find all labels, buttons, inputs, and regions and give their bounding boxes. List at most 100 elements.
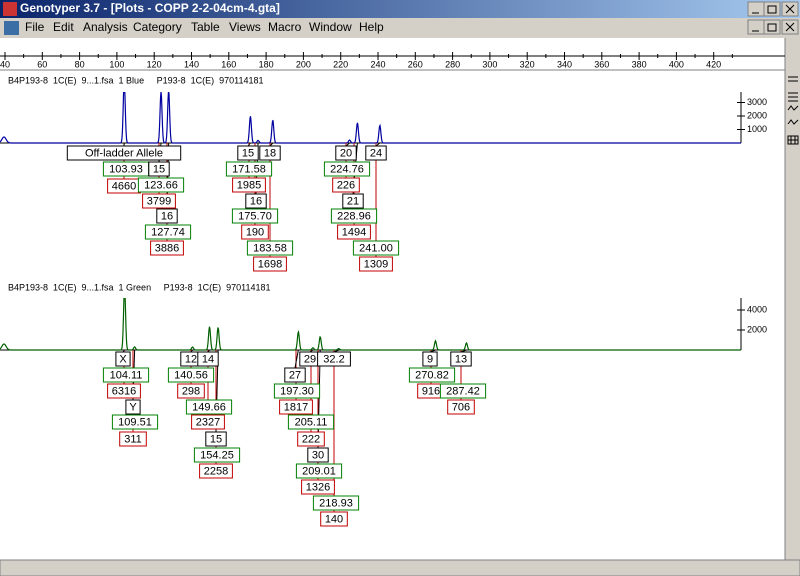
menu-item[interactable]: Macro	[268, 20, 302, 34]
allele-size: 104.11	[110, 369, 143, 381]
allele-label-box	[422, 351, 438, 367]
allele-size: 205.11	[295, 416, 328, 428]
allele-height: 1985	[237, 179, 261, 191]
allele-label: 14	[202, 353, 214, 365]
title-bar	[0, 0, 800, 18]
scrollbar[interactable]	[0, 559, 800, 576]
side-icons[interactable]	[787, 76, 799, 145]
allele-connector	[294, 349, 299, 369]
allele-label: 16	[161, 210, 173, 222]
allele-label-box	[156, 208, 178, 224]
allele-label-box	[237, 145, 259, 161]
allele-label: 27	[289, 369, 301, 381]
ruler-label: 240	[370, 59, 385, 69]
menu-item[interactable]: File	[25, 20, 45, 34]
allele-height-box	[119, 431, 147, 447]
menu-item[interactable]: Window	[309, 20, 352, 34]
window-title: Genotyper 3.7 - [Plots - COPP 2-2-04cm-4…	[20, 1, 280, 15]
allele-height-box	[232, 177, 266, 193]
allele-size: 123.66	[144, 179, 178, 191]
allele-size-box	[352, 240, 400, 256]
allele-height: 1326	[306, 481, 330, 493]
menu-item[interactable]: Table	[191, 20, 220, 34]
allele-label: 16	[250, 195, 262, 207]
ruler-label: 300	[482, 59, 497, 69]
allele-size-box	[323, 161, 371, 177]
allele-size-box	[185, 399, 233, 415]
menu-item[interactable]: Edit	[53, 20, 74, 34]
allele-size-box	[167, 367, 215, 383]
allele-label: 12	[185, 353, 197, 365]
menu-buttons[interactable]	[747, 19, 799, 35]
ruler-label: 340	[557, 59, 572, 69]
allele-label: 20	[340, 147, 352, 159]
allele-height-box	[253, 256, 287, 272]
allele-label: X	[119, 353, 127, 365]
ruler-label: 100	[109, 59, 124, 69]
allele-size-box	[295, 463, 343, 479]
allele-size-box	[408, 367, 456, 383]
ruler-label: 140	[184, 59, 199, 69]
allele-label-box	[335, 145, 357, 161]
ruler-label: 220	[333, 59, 348, 69]
allele-height: 222	[302, 433, 320, 445]
allele-size: 270.82	[415, 369, 449, 381]
allele-height: 1817	[284, 401, 308, 413]
allele-height-box	[320, 511, 348, 527]
allele-label: 30	[312, 449, 324, 461]
ruler-label: 180	[259, 59, 274, 69]
allele-height: 4660	[112, 180, 136, 192]
title-buttons[interactable]	[747, 1, 799, 17]
menu-item[interactable]: Views	[229, 20, 261, 34]
ruler-label: 160	[221, 59, 236, 69]
allele-size-box	[111, 414, 159, 430]
allele-label: 15	[242, 147, 254, 159]
ruler-label: 60	[37, 59, 47, 69]
allele-label-box	[245, 193, 267, 209]
allele-size-box	[102, 367, 150, 383]
allele-label-box	[284, 367, 306, 383]
allele-label: 18	[264, 147, 276, 159]
allele-size-box	[231, 208, 279, 224]
allele-height-box	[301, 479, 335, 495]
allele-height: 298	[182, 385, 200, 397]
allele-size-box	[312, 495, 360, 511]
menu-item[interactable]: Help	[359, 20, 384, 34]
allele-size-box	[137, 177, 185, 193]
allele-label: 15	[153, 163, 165, 175]
y-tick-label: 3000	[747, 97, 767, 107]
allele-height-box	[150, 240, 184, 256]
allele-label-box	[125, 399, 141, 415]
allele-label: Off-ladder Allele	[85, 147, 163, 159]
allele-label-box	[307, 447, 329, 463]
allele-label-box	[148, 161, 170, 177]
allele-label-box	[365, 145, 387, 161]
y-tick-label: 1000	[747, 124, 767, 134]
allele-size: 175.70	[238, 210, 272, 222]
allele-height: 1494	[342, 226, 366, 238]
allele-label-box	[197, 351, 219, 367]
allele-size: 103.93	[109, 163, 143, 175]
allele-height-box	[177, 383, 205, 399]
allele-label: 9	[427, 353, 433, 365]
allele-height-box	[297, 431, 325, 447]
allele-height-box	[447, 399, 475, 415]
y-tick-label: 4000	[747, 304, 767, 314]
allele-label: Y	[129, 401, 137, 413]
allele-size: 228.96	[337, 210, 371, 222]
allele-height-box	[107, 383, 141, 399]
allele-label: 15	[210, 433, 222, 445]
allele-size: 241.00	[359, 242, 393, 254]
ruler-label: 80	[75, 59, 85, 69]
allele-size-box	[144, 224, 192, 240]
allele-size: 183.58	[253, 242, 287, 254]
ruler-label: 360	[594, 59, 609, 69]
allele-size-box	[193, 447, 241, 463]
menu-item[interactable]: Analysis	[83, 20, 128, 34]
allele-label-box	[317, 351, 351, 367]
allele-size-box	[439, 383, 487, 399]
allele-height: 140	[325, 513, 343, 525]
app-icon	[3, 2, 17, 16]
allele-height: 1309	[364, 258, 388, 270]
menu-item[interactable]: Category	[133, 20, 182, 34]
